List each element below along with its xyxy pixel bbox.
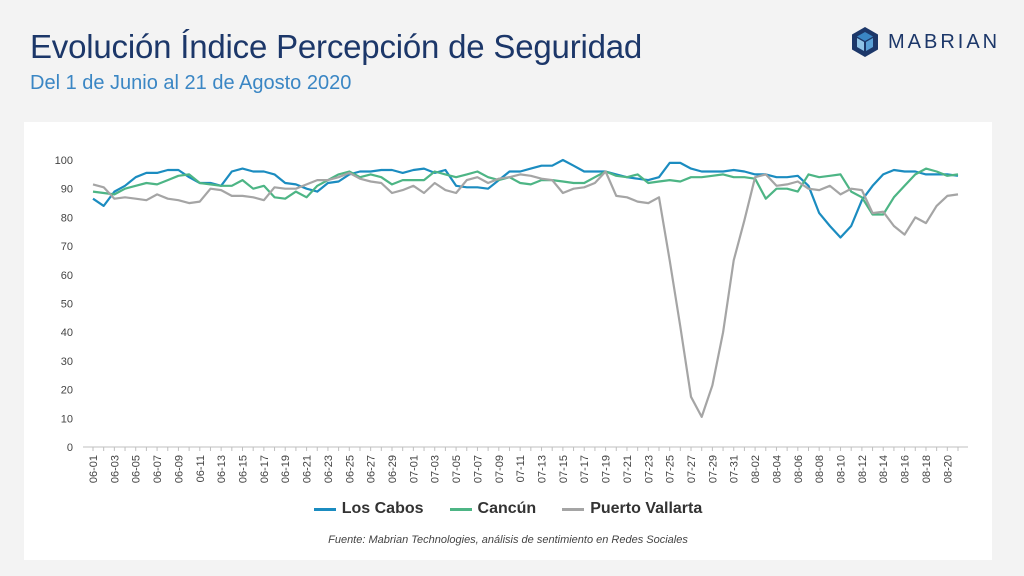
x-tick-label: 07-07 [472, 455, 484, 483]
legend-item-puerto-vallarta: Puerto Vallarta [562, 500, 702, 518]
legend-swatch [449, 507, 472, 511]
x-tick-label: 06-17 [259, 455, 271, 483]
y-tick-label: 60 [61, 270, 73, 282]
legend-item-los-cabos: Los Cabos [313, 500, 424, 518]
x-tick-label: 06-23 [323, 455, 335, 483]
x-tick-label: 06-27 [366, 455, 378, 483]
series-line-cancun [92, 167, 959, 216]
chart-panel: 0 10 20 30 40 50 60 70 80 90 100 06-01 06-03 06-05 06-… [24, 122, 992, 560]
series-line-los-cabos [92, 158, 959, 239]
logo-text: MABRIAN [888, 30, 1001, 53]
x-tick-label: 06-11 [195, 455, 207, 482]
legend-item-cancun: Cancún [449, 500, 537, 518]
x-tick-label: 07-23 [643, 455, 655, 483]
x-tick-label: 07-29 [707, 455, 719, 483]
hexagon-cube-icon [852, 27, 878, 57]
series-line-puerto-vallarta [92, 170, 959, 418]
x-tick-label: 08-02 [750, 455, 762, 483]
page-title: Evolución Índice Percepción de Seguridad [30, 28, 643, 65]
x-tick-label: 08-14 [878, 455, 890, 483]
x-tick-label: 06-05 [131, 455, 143, 483]
chart-legend: Los Cabos Cancún Puerto Vallarta [24, 500, 992, 518]
x-tick-label: 06-21 [302, 455, 314, 483]
x-tick-label: 07-27 [686, 455, 698, 483]
x-tick-label: 07-05 [451, 455, 463, 483]
brand-logo: MABRIAN [850, 26, 1000, 58]
y-tick-label: 40 [61, 327, 73, 339]
y-tick-label: 30 [61, 356, 73, 368]
y-tick-label: 100 [55, 155, 73, 167]
x-tick-label: 08-04 [771, 455, 783, 483]
x-tick-label: 06-19 [280, 455, 292, 483]
y-tick-label: 50 [61, 299, 73, 311]
y-tick-label: 10 [61, 413, 73, 425]
x-tick-label: 06-29 [387, 455, 399, 483]
y-tick-label: 90 [61, 184, 73, 196]
legend-label: Puerto Vallarta [590, 500, 703, 517]
line-chart: 0 10 20 30 40 50 60 70 80 90 100 06-01 06-03 06-05 06-… [55, 155, 968, 483]
x-tick-label: 07-13 [537, 455, 549, 483]
legend-swatch [313, 507, 336, 511]
x-tick-label: 07-11 [515, 455, 527, 482]
y-tick-label: 0 [67, 442, 73, 454]
x-tick-label: 06-13 [216, 455, 228, 483]
x-tick-label: 06-07 [152, 455, 164, 483]
x-tick-label: 07-21 [622, 455, 634, 483]
x-tick-label: 08-12 [857, 455, 869, 483]
x-tick-label: 06-03 [109, 455, 121, 483]
x-tick-label: 07-15 [558, 455, 570, 483]
x-tick-label: 07-03 [430, 455, 442, 483]
legend-swatch [562, 507, 585, 511]
y-tick-label: 80 [61, 212, 73, 224]
x-tick-label: 08-18 [921, 455, 933, 483]
x-tick-label: 06-01 [88, 455, 100, 483]
x-tick-label: 08-08 [814, 455, 826, 483]
x-tick-label: 07-25 [665, 455, 677, 483]
x-tick-label: 06-09 [173, 455, 185, 483]
x-tick-label: 07-31 [729, 455, 741, 483]
x-tick-label: 06-15 [238, 455, 250, 483]
y-tick-label: 20 [61, 385, 73, 397]
legend-label: Los Cabos [341, 500, 424, 517]
x-tick-label: 08-10 [836, 455, 848, 483]
x-tick-label: 07-01 [408, 455, 420, 483]
x-tick-label: 07-17 [579, 455, 591, 483]
page-subtitle: Del 1 de Junio al 21 de Agosto 2020 [30, 72, 352, 94]
x-tick-label: 08-20 [942, 455, 954, 483]
x-tick-label: 07-19 [601, 455, 613, 483]
y-tick-label: 70 [61, 241, 73, 253]
x-tick-label: 08-06 [793, 455, 805, 483]
legend-label: Cancún [477, 500, 537, 517]
x-tick-label: 06-25 [344, 455, 356, 483]
source-note: Fuente: Mabrian Technologies, análisis d… [328, 534, 688, 546]
x-tick-label: 07-09 [494, 455, 506, 483]
x-tick-label: 08-16 [900, 455, 912, 483]
